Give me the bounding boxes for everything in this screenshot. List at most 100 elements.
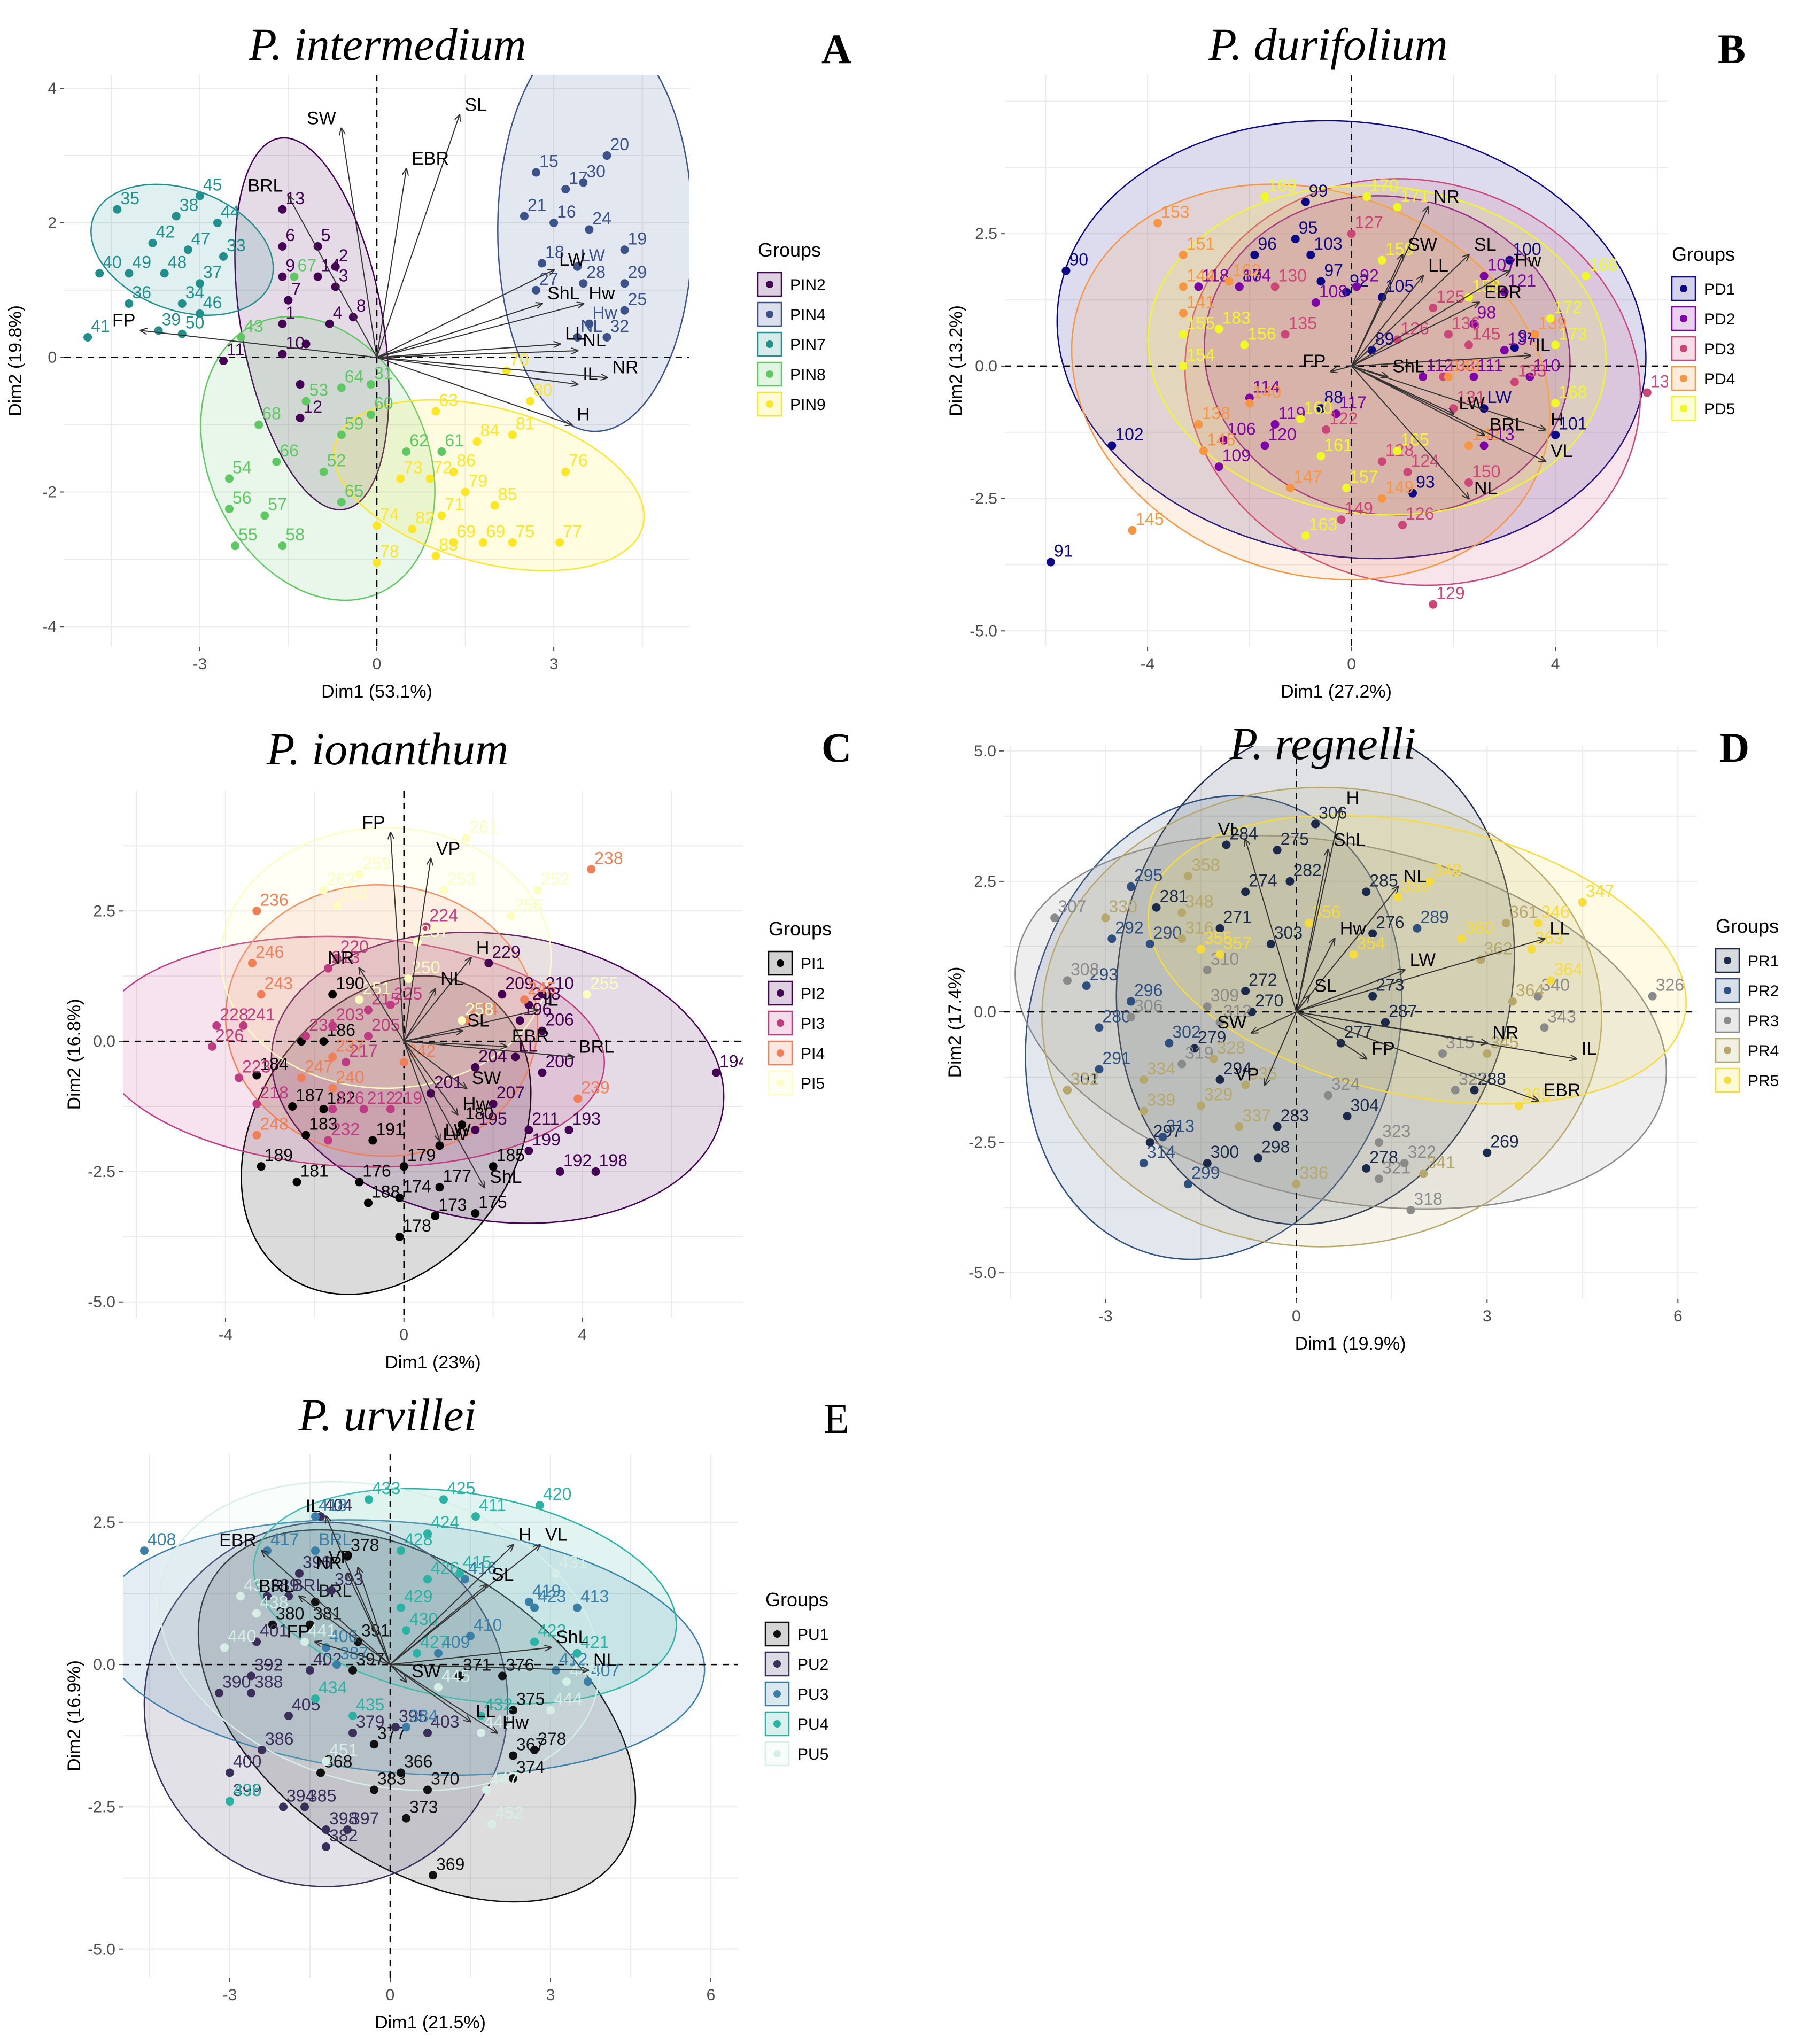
vector-label: LW — [1459, 393, 1484, 414]
panel-c: 190186184187182183189181176191179LW18817… — [64, 723, 851, 1373]
point-label: 382 — [329, 1826, 358, 1845]
point-label: 301 — [1071, 1069, 1099, 1088]
data-point — [322, 1757, 330, 1766]
point-label: 326 — [1656, 975, 1684, 995]
point-label: 421 — [580, 1632, 609, 1652]
point-label: 327 — [1459, 1069, 1487, 1088]
vector-sw — [1351, 255, 1402, 367]
point-label: 316 — [1185, 918, 1213, 937]
point-label: 154 — [1187, 345, 1215, 365]
point-label: 435 — [356, 1695, 384, 1714]
point-label: 422 — [538, 1621, 566, 1640]
x-tick-label: 3 — [549, 655, 559, 673]
point-label: 21 — [528, 195, 547, 214]
point-label: 80 — [533, 381, 553, 400]
point-label: 438 — [260, 1592, 288, 1612]
data-point — [1311, 298, 1320, 307]
vector-nr — [359, 969, 405, 1042]
point-label: 3 — [339, 266, 348, 285]
point-label: 173 — [1559, 324, 1587, 343]
data-point — [1061, 266, 1071, 275]
vector-label: NL — [440, 969, 463, 989]
point-label: 29 — [628, 262, 647, 282]
vector-vp — [358, 1568, 391, 1665]
y-tick-label: 2 — [48, 214, 57, 232]
data-point — [296, 380, 305, 389]
point-label: 430 — [409, 1609, 438, 1629]
vector-vl — [1245, 840, 1297, 1012]
y-tick-label: 0.0 — [975, 358, 997, 375]
data-point — [425, 474, 435, 483]
vector-label: FP — [1371, 1039, 1394, 1059]
data-point — [337, 430, 346, 439]
point-label: 6 — [285, 226, 295, 245]
legend: Groups PU1 PU2 PU3 PU4 PU5 — [764, 1589, 828, 1767]
vector-label: H — [476, 938, 490, 958]
point-label: 429 — [404, 1587, 432, 1606]
point-label: 306 — [1319, 803, 1347, 822]
data-point — [279, 1802, 288, 1811]
legend-item: PIN4 — [790, 306, 826, 324]
data-point — [332, 901, 342, 910]
data-point — [359, 1104, 368, 1113]
vector-lw — [403, 1041, 440, 1140]
point-label: 390 — [222, 1672, 251, 1691]
data-point — [226, 1797, 234, 1806]
point-label: 135 — [1289, 313, 1317, 332]
point-label: 189 — [265, 1145, 293, 1165]
point-label: 436 — [233, 1780, 261, 1800]
data-point — [1347, 229, 1356, 238]
data-point — [1479, 272, 1489, 281]
vector-label: FP — [287, 1622, 310, 1642]
data-point — [1393, 893, 1402, 902]
ellipse-pu5 — [158, 1481, 601, 1791]
point-label: 150 — [1472, 462, 1500, 481]
data-point — [297, 1073, 306, 1082]
point-label: 251 — [362, 979, 391, 998]
ellipse-pi3 — [123, 935, 606, 1168]
point-label: 452 — [495, 1803, 523, 1822]
point-label: 404 — [324, 1496, 352, 1515]
panel-letter: E — [824, 1395, 849, 1442]
point-label: 332 — [1071, 1069, 1099, 1088]
point-label: 341 — [1427, 1153, 1455, 1172]
point-label: 124 — [1411, 451, 1439, 470]
point-label: 149 — [1345, 499, 1373, 518]
data-point — [1505, 255, 1514, 265]
data-point — [509, 1774, 517, 1783]
data-point — [1368, 992, 1377, 1001]
point-label: 247 — [305, 1057, 333, 1076]
data-point — [234, 1073, 243, 1082]
point-label: 215 — [371, 989, 400, 1009]
legend-swatch — [757, 331, 782, 357]
vector-fp — [141, 330, 377, 358]
point-label: 357 — [1223, 934, 1252, 953]
point-label: 319 — [1185, 1043, 1213, 1063]
vector-label: SL — [467, 1011, 490, 1031]
point-label: 39 — [162, 309, 181, 329]
data-point — [1179, 308, 1188, 318]
data-point — [195, 309, 204, 318]
vector-label: LL — [1549, 918, 1570, 939]
x-tick-label: 0 — [386, 1986, 395, 2004]
data-point — [363, 1198, 373, 1207]
data-point — [1179, 250, 1188, 259]
data-point — [172, 212, 181, 221]
data-point — [177, 299, 187, 308]
point-label: 287 — [1389, 1002, 1417, 1021]
point-label: 292 — [1115, 918, 1143, 937]
data-point — [471, 1512, 480, 1521]
point-label: 19 — [628, 229, 647, 248]
data-point — [602, 332, 611, 342]
panel-letter: A — [821, 26, 851, 72]
data-point — [1196, 944, 1205, 954]
data-point — [337, 383, 346, 392]
data-point — [331, 262, 340, 271]
data-point — [1177, 934, 1187, 943]
data-point — [573, 262, 582, 271]
data-point — [1126, 1012, 1135, 1021]
data-point — [1153, 219, 1162, 228]
data-point — [507, 912, 516, 921]
y-tick-label: -2.5 — [970, 490, 997, 508]
